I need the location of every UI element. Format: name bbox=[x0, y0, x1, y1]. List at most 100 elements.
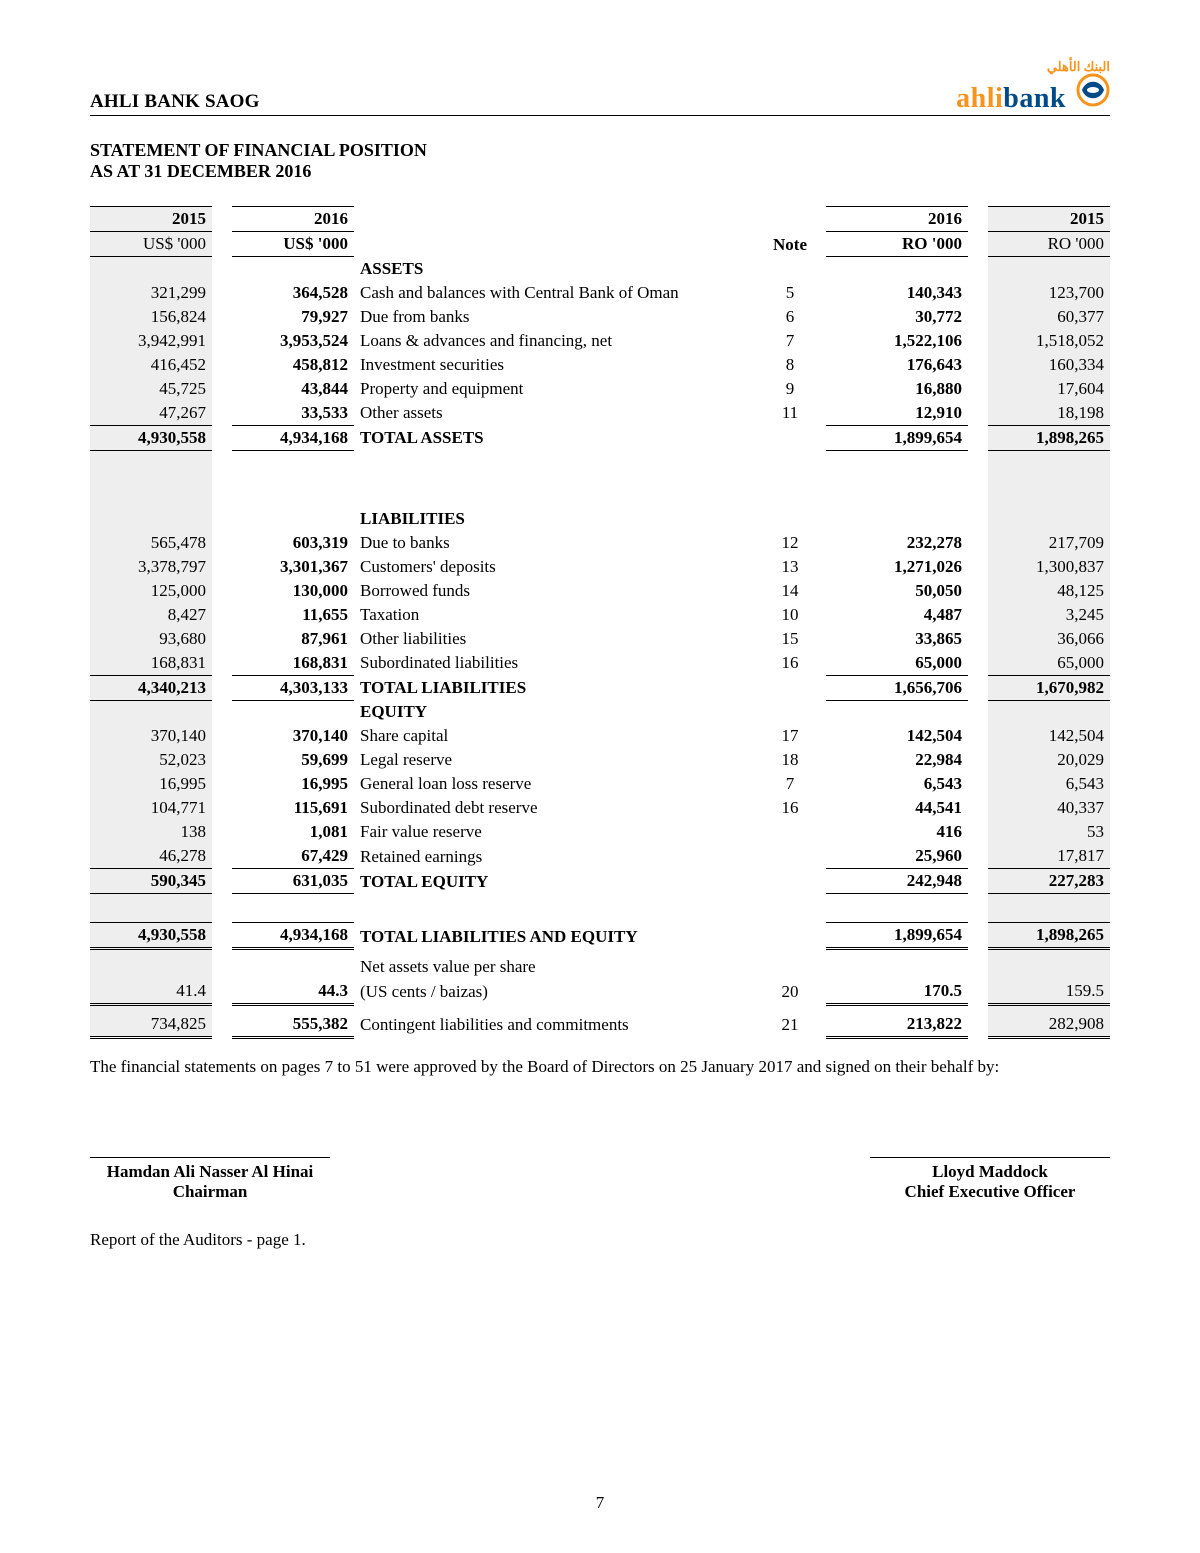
liability-ro2015: 3,245 bbox=[988, 603, 1110, 627]
liability-ro2015: 1,300,837 bbox=[988, 555, 1110, 579]
liability-note: 10 bbox=[754, 603, 826, 627]
approval-note: The financial statements on pages 7 to 5… bbox=[90, 1057, 1110, 1077]
table-row: 45,72543,844Property and equipment916,88… bbox=[90, 377, 1110, 401]
asset-ro2015: 123,700 bbox=[988, 281, 1110, 305]
equity-ro2015: 20,029 bbox=[988, 748, 1110, 772]
cont-note: 21 bbox=[754, 1004, 826, 1037]
table-row: 47,26733,533Other assets1112,91018,198 bbox=[90, 401, 1110, 426]
equity-note: 16 bbox=[754, 796, 826, 820]
nav-ro2016: 170.5 bbox=[826, 979, 968, 1005]
equity-ro2015: 6,543 bbox=[988, 772, 1110, 796]
total-assets-row: 4,930,558 4,934,168 TOTAL ASSETS 1,899,6… bbox=[90, 425, 1110, 450]
asset-desc: Cash and balances with Central Bank of O… bbox=[354, 281, 754, 305]
table-row: 321,299364,528Cash and balances with Cen… bbox=[90, 281, 1110, 305]
asset-usd2016: 43,844 bbox=[232, 377, 354, 401]
liabilities-heading-text: LIABILITIES bbox=[354, 507, 754, 531]
equity-usd2015: 46,278 bbox=[90, 844, 212, 869]
sig-line-right bbox=[870, 1157, 1110, 1158]
total-equity-usd2015: 590,345 bbox=[90, 869, 212, 894]
hdr-ro2016-unit: RO '000 bbox=[826, 232, 968, 257]
equity-usd2015: 104,771 bbox=[90, 796, 212, 820]
table-row: 104,771115,691Subordinated debt reserve1… bbox=[90, 796, 1110, 820]
statement-date: AS AT 31 DECEMBER 2016 bbox=[90, 161, 1110, 182]
signatures: Hamdan Ali Nasser Al Hinai Chairman Lloy… bbox=[90, 1157, 1110, 1202]
equity-note: 17 bbox=[754, 724, 826, 748]
equity-ro2015: 17,817 bbox=[988, 844, 1110, 869]
asset-usd2015: 416,452 bbox=[90, 353, 212, 377]
liability-ro2015: 217,709 bbox=[988, 531, 1110, 555]
total-le-usd2016: 4,934,168 bbox=[232, 923, 354, 949]
table-row: 46,27867,429Retained earnings25,96017,81… bbox=[90, 844, 1110, 869]
asset-note: 8 bbox=[754, 353, 826, 377]
nav-usd2016: 44.3 bbox=[232, 979, 354, 1005]
asset-usd2016: 458,812 bbox=[232, 353, 354, 377]
hdr-note: Note bbox=[754, 232, 826, 257]
swirl-icon bbox=[1076, 73, 1110, 111]
equity-heading: EQUITY bbox=[90, 700, 1110, 724]
total-le-ro2015: 1,898,265 bbox=[988, 923, 1110, 949]
total-assets-ro2015: 1,898,265 bbox=[988, 425, 1110, 450]
equity-ro2016: 416 bbox=[826, 820, 968, 844]
equity-usd2015: 370,140 bbox=[90, 724, 212, 748]
liability-ro2016: 50,050 bbox=[826, 579, 968, 603]
liability-note: 14 bbox=[754, 579, 826, 603]
liability-usd2015: 8,427 bbox=[90, 603, 212, 627]
asset-ro2015: 160,334 bbox=[988, 353, 1110, 377]
total-liab-usd2016: 4,303,133 bbox=[232, 675, 354, 700]
liability-ro2015: 36,066 bbox=[988, 627, 1110, 651]
table-row: 52,02359,699Legal reserve1822,98420,029 bbox=[90, 748, 1110, 772]
hdr-usd2015-unit: US$ '000 bbox=[90, 232, 212, 257]
liability-ro2016: 65,000 bbox=[826, 651, 968, 676]
equity-ro2015: 40,337 bbox=[988, 796, 1110, 820]
signature-right: Lloyd Maddock Chief Executive Officer bbox=[870, 1157, 1110, 1202]
liability-ro2016: 232,278 bbox=[826, 531, 968, 555]
equity-ro2016: 142,504 bbox=[826, 724, 968, 748]
table-row: 3,942,9913,953,524Loans & advances and f… bbox=[90, 329, 1110, 353]
auditor-reference: Report of the Auditors - page 1. bbox=[90, 1230, 1110, 1250]
page-number: 7 bbox=[0, 1493, 1200, 1513]
asset-note: 6 bbox=[754, 305, 826, 329]
asset-note: 9 bbox=[754, 377, 826, 401]
equity-usd2016: 59,699 bbox=[232, 748, 354, 772]
total-assets-ro2016: 1,899,654 bbox=[826, 425, 968, 450]
asset-desc: Investment securities bbox=[354, 353, 754, 377]
equity-ro2016: 6,543 bbox=[826, 772, 968, 796]
liability-desc: Due to banks bbox=[354, 531, 754, 555]
equity-desc: General loan loss reserve bbox=[354, 772, 754, 796]
asset-desc: Loans & advances and financing, net bbox=[354, 329, 754, 353]
asset-usd2016: 33,533 bbox=[232, 401, 354, 426]
equity-ro2016: 44,541 bbox=[826, 796, 968, 820]
asset-ro2016: 30,772 bbox=[826, 305, 968, 329]
asset-usd2015: 321,299 bbox=[90, 281, 212, 305]
total-equity-ro2015: 227,283 bbox=[988, 869, 1110, 894]
liability-usd2015: 168,831 bbox=[90, 651, 212, 676]
asset-ro2016: 140,343 bbox=[826, 281, 968, 305]
total-equity-usd2016: 631,035 bbox=[232, 869, 354, 894]
asset-usd2015: 3,942,991 bbox=[90, 329, 212, 353]
total-liabilities-row: 4,340,213 4,303,133 TOTAL LIABILITIES 1,… bbox=[90, 675, 1110, 700]
logo-brand-suffix: bank bbox=[1003, 83, 1066, 114]
sig-right-title: Chief Executive Officer bbox=[870, 1182, 1110, 1202]
hdr-ro2016-year: 2016 bbox=[826, 207, 968, 232]
equity-ro2016: 22,984 bbox=[826, 748, 968, 772]
asset-ro2016: 12,910 bbox=[826, 401, 968, 426]
liability-desc: Customers' deposits bbox=[354, 555, 754, 579]
equity-ro2016: 25,960 bbox=[826, 844, 968, 869]
table-row: 565,478603,319Due to banks12232,278217,7… bbox=[90, 531, 1110, 555]
liability-ro2015: 65,000 bbox=[988, 651, 1110, 676]
cont-usd2015: 734,825 bbox=[90, 1004, 212, 1037]
table-row: 1381,081Fair value reserve41653 bbox=[90, 820, 1110, 844]
asset-usd2016: 79,927 bbox=[232, 305, 354, 329]
nav-value-row: 41.4 44.3 (US cents / baizas) 20 170.5 1… bbox=[90, 979, 1110, 1005]
hdr-usd2016-year: 2016 bbox=[232, 207, 354, 232]
liability-desc: Taxation bbox=[354, 603, 754, 627]
asset-note: 5 bbox=[754, 281, 826, 305]
equity-desc: Legal reserve bbox=[354, 748, 754, 772]
assets-heading: ASSETS bbox=[90, 257, 1110, 281]
hdr-ro2015-year: 2015 bbox=[988, 207, 1110, 232]
total-le-label: TOTAL LIABILITIES AND EQUITY bbox=[354, 923, 754, 949]
total-liab-ro2015: 1,670,982 bbox=[988, 675, 1110, 700]
assets-rows: 321,299364,528Cash and balances with Cen… bbox=[90, 281, 1110, 426]
asset-ro2016: 16,880 bbox=[826, 377, 968, 401]
sig-left-name: Hamdan Ali Nasser Al Hinai bbox=[90, 1162, 330, 1182]
